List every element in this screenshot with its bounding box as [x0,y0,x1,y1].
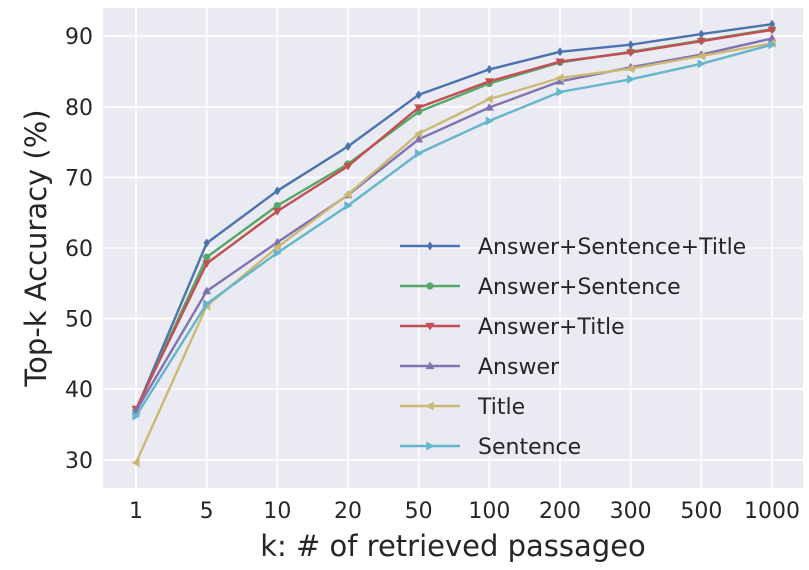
data-point [555,76,565,85]
data-point [486,64,493,74]
y-tick-label: 70 [65,166,93,191]
data-point [697,59,706,69]
data-point [274,186,281,196]
data-point [344,141,352,151]
legend-marker [425,401,434,411]
data-point [272,208,282,216]
data-point [414,134,424,143]
series-line [134,42,773,464]
legend-item: Answer+Sentence [400,275,681,300]
series-sentence [132,40,777,421]
data-point [415,148,424,158]
data-point [132,411,141,421]
y-tick-label: 60 [65,237,93,262]
series-line [134,37,773,412]
data-point [203,253,211,261]
x-tick-label: 100 [468,499,510,524]
data-point [484,103,494,111]
data-point [627,74,636,84]
legend-label: Sentence [478,435,581,460]
y-tick-label: 50 [65,308,93,333]
x-tick-label: 5 [200,499,214,524]
legend-label: Answer [478,355,560,380]
data-point [202,286,212,295]
data-point [273,248,282,258]
y-axis-label: Top-k Accuracy (%) [19,109,53,387]
series-layer [131,19,777,468]
x-tick-label: 20 [334,499,362,524]
legend-label: Answer+Sentence+Title [478,235,746,260]
x-tick-label: 500 [680,499,722,524]
data-point [485,116,494,126]
legend-item: Answer [400,355,560,380]
series-line [134,23,773,411]
data-point [131,458,140,468]
data-point [556,87,565,97]
data-point [344,201,353,211]
x-tick-label: 1 [129,499,143,524]
data-point [696,51,705,61]
data-point [343,189,352,199]
data-point [484,94,493,104]
legend-marker [425,361,435,370]
legend-item: Answer+Sentence+Title [400,235,746,260]
data-point [272,242,281,252]
legend-marker [426,241,434,251]
x-tick-label: 200 [539,499,581,524]
x-tick-label: 50 [405,499,433,524]
legend-item: Answer+Title [400,315,625,340]
legend-item: Sentence [400,435,581,460]
legend-marker [426,282,434,290]
legend-label: Answer+Sentence [478,275,681,300]
x-tick-label: 300 [610,499,652,524]
data-point [415,90,422,100]
data-point [343,162,353,171]
y-tick-label: 90 [65,25,93,50]
data-point [414,104,424,113]
y-tick-label: 80 [65,96,93,121]
y-tick-label: 30 [65,449,93,474]
series-line [134,28,773,410]
legend-marker [426,441,435,451]
series-line [134,43,773,417]
legend-marker [425,322,435,331]
y-tick-label: 40 [65,378,93,403]
data-point [203,238,210,248]
data-point [626,49,636,57]
data-point [556,47,564,57]
data-point [696,38,706,46]
legend-label: Answer+Title [478,315,625,340]
data-point [767,26,777,35]
legend: Answer+Sentence+Title Answer+Sentence Answ… [400,235,746,460]
data-point [555,73,564,83]
data-point [698,29,705,39]
x-axis-label: k: # of retrieved passageo [260,529,646,563]
data-point [414,129,423,139]
data-point [555,58,565,67]
legend-item: Title [400,395,525,420]
x-tick-label: 1000 [744,499,800,524]
data-point [203,299,212,309]
data-point [273,202,281,210]
data-point [484,78,494,86]
tick-label-layer: 30 40 50 60 70 80 90 1 5 10 20 50 100 200 300 500 1000 [65,25,800,524]
x-tick-label: 10 [263,499,291,524]
data-point [768,40,777,50]
data-point [626,64,635,74]
data-point [202,260,212,269]
data-point [627,40,634,50]
legend-label: Title [477,395,525,420]
